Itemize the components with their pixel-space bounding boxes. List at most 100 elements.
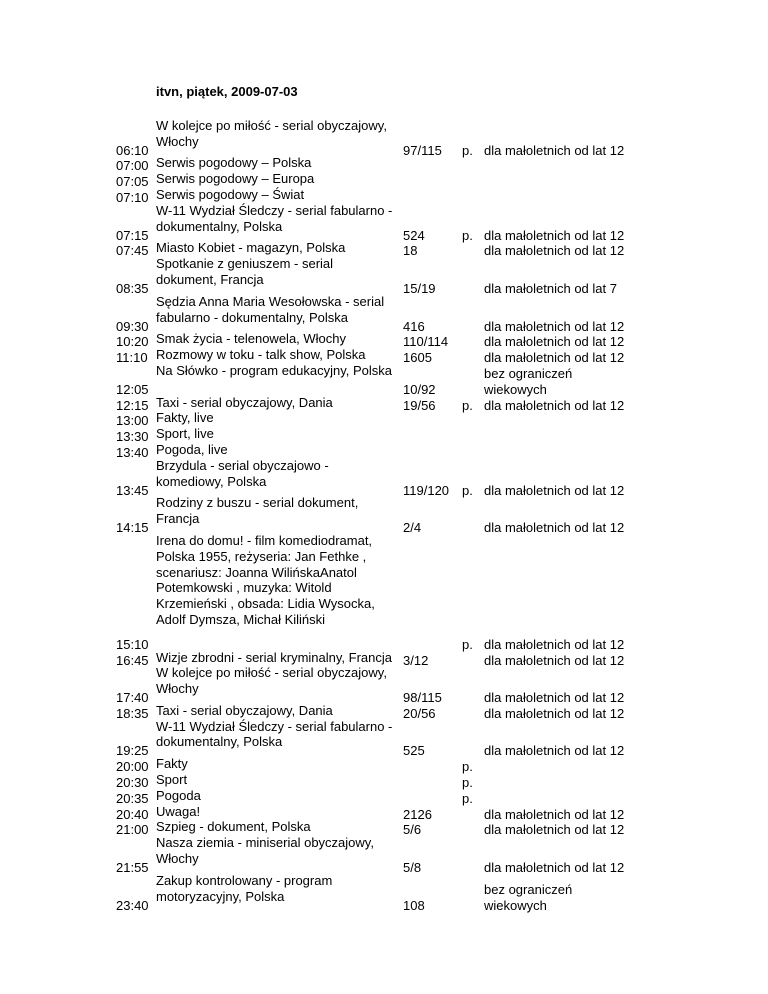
time-cell: 21:55 <box>116 835 156 876</box>
rating-label: dla małoletnich od lat 12 <box>484 705 625 721</box>
program-title-cell: Serwis pogodowy – Polska <box>156 155 312 171</box>
time-cell: 20:30 <box>116 772 156 790</box>
time-label: 10:20 <box>116 334 149 350</box>
program-title-cell: Taxi - serial obyczajowy, Dania <box>156 394 333 410</box>
time-label: 19:25 <box>116 743 149 759</box>
premiere-cell <box>462 294 484 332</box>
program-title-cell: Sport, live <box>156 426 214 442</box>
rating-label: dla małoletnich od lat 12 <box>484 690 625 706</box>
rating-cell: dla małoletnich od lat 12 <box>484 835 634 875</box>
time-cell: 07:45 <box>116 240 156 258</box>
rating-cell: dla małoletnich od lat 12 <box>484 819 634 837</box>
program-title-cell: Pogoda <box>156 787 201 803</box>
schedule-row: 19:25 W-11 Wydział Śledczy - serial fabu… <box>116 719 634 759</box>
rating-label: dla małoletnich od lat 12 <box>484 520 625 536</box>
time-label: 14:15 <box>116 520 149 536</box>
schedule-row: 15:10 Irena do domu! - film komediodrama… <box>116 532 634 652</box>
time-cell: 20:35 <box>116 788 156 806</box>
episode-cell <box>403 442 462 458</box>
episode-label: 525 <box>403 743 425 759</box>
time-cell: 07:05 <box>116 171 156 189</box>
time-cell: 13:30 <box>116 426 156 444</box>
time-label: 23:40 <box>116 897 149 913</box>
premiere-cell <box>462 171 484 187</box>
rating-label: dla małoletnich od lat 12 <box>484 243 625 259</box>
program-title-cell: Uwaga! <box>156 803 201 819</box>
episode-cell <box>403 171 462 187</box>
program-title-cell: Fakty <box>156 756 188 772</box>
episode-label: 3/12 <box>403 652 429 668</box>
time-label: 21:55 <box>116 860 149 876</box>
schedule-row: 07:00 Serwis pogodowy – Polska <box>116 155 634 173</box>
schedule-row: 20:30 Sport p. <box>116 772 634 790</box>
program-title-cell: Brzydula - serial obyczajowo - komediowy… <box>156 457 329 489</box>
rating-label: dla małoletnich od lat 12 <box>484 636 625 652</box>
time-label: 12:15 <box>116 397 149 413</box>
time-cell: 14:15 <box>116 495 156 536</box>
rating-cell <box>484 788 634 804</box>
premiere-cell <box>462 363 484 395</box>
premiere-cell: p. <box>462 458 484 498</box>
premiere-cell <box>462 256 484 294</box>
schedule-row: 10:20 Smak życia - telenowela, Włochy 11… <box>116 331 634 350</box>
program-title-cell: Wizje zbrodni - serial kryminalny, Franc… <box>156 649 392 665</box>
premiere-label: p. <box>462 227 473 243</box>
rating-cell: dla małoletnich od lat 12 <box>484 118 634 158</box>
program-title-cell: Rozmowy w toku - talk show, Polska <box>156 347 366 363</box>
rating-label: dla małoletnich od lat 7 <box>484 280 617 296</box>
time-label: 21:00 <box>116 822 149 838</box>
premiere-cell <box>462 187 484 203</box>
rating-cell: dla małoletnich od lat 12 <box>484 294 634 334</box>
rating-cell: dla małoletnich od lat 12 <box>484 203 634 243</box>
rating-label: dla małoletnich od lat 12 <box>484 806 625 822</box>
premiere-cell <box>462 719 484 757</box>
time-cell: 21:00 <box>116 819 156 838</box>
episode-cell: 19/56 <box>403 395 462 413</box>
time-label: 12:05 <box>116 381 149 397</box>
time-cell: 08:35 <box>116 256 156 296</box>
schedule-row: 06:10 W kolejce po miłość - serial obycz… <box>116 118 634 158</box>
schedule-row: 16:45 Wizje zbrodni - serial kryminalny,… <box>116 649 634 668</box>
episode-cell: 1605 <box>403 347 462 365</box>
rating-cell: bez ograniczeń wiekowych <box>484 873 634 913</box>
schedule-page: itvn, piątek, 2009-07-03 06:10 W kolejce… <box>116 84 634 913</box>
schedule-row: 20:35 Pogoda p. <box>116 787 634 806</box>
time-label: 20:35 <box>116 790 149 806</box>
rating-label: dla małoletnich od lat 12 <box>484 397 625 413</box>
schedule-row: 18:35 Taxi - serial obyczajowy, Dania 20… <box>116 703 634 721</box>
program-title-cell: Miasto Kobiet - magazyn, Polska <box>156 240 346 256</box>
rating-label: dla małoletnich od lat 12 <box>484 318 625 334</box>
time-cell: 15:10 <box>116 533 156 652</box>
episode-label: 5/8 <box>403 860 422 876</box>
rating-cell: dla małoletnich od lat 12 <box>484 703 634 721</box>
rating-label: dla małoletnich od lat 12 <box>484 142 625 158</box>
rating-label: dla małoletnich od lat 12 <box>484 227 625 243</box>
program-title-cell: W kolejce po miłość - serial obyczajowy,… <box>156 665 387 697</box>
program-title-cell: Serwis pogodowy – Świat <box>156 186 305 202</box>
program-title-cell: Irena do domu! - film komediodramat, Pol… <box>156 532 375 627</box>
rating-cell: dla małoletnich od lat 12 <box>484 665 634 706</box>
episode-cell: 18 <box>403 240 462 258</box>
episode-cell: 97/115 <box>403 118 462 158</box>
premiere-cell <box>462 665 484 703</box>
schedule-row: 12:05 Na Słówko - program edukacyjny, Po… <box>116 363 634 397</box>
episode-label: 97/115 <box>403 142 442 158</box>
episode-cell: 2126 <box>403 804 462 822</box>
time-cell: 12:15 <box>116 395 156 413</box>
schedule-table-body: 06:10 W kolejce po miłość - serial obycz… <box>116 118 634 913</box>
episode-cell: 2/4 <box>403 495 462 535</box>
rating-label: dla małoletnich od lat 12 <box>484 482 625 498</box>
premiere-cell: p. <box>462 772 484 790</box>
rating-cell: dla małoletnich od lat 12 <box>484 804 634 822</box>
rating-cell <box>484 772 634 788</box>
premiere-cell: p. <box>462 118 484 158</box>
rating-label: bez ograniczeń wiekowych <box>484 881 573 913</box>
rating-label: dla małoletnich od lat 12 <box>484 334 625 350</box>
premiere-cell <box>462 873 484 911</box>
episode-label: 2126 <box>403 806 432 822</box>
page-title: itvn, piątek, 2009-07-03 <box>156 84 298 99</box>
schedule-row: 14:15 Rodziny z buszu - serial dokument,… <box>116 495 634 536</box>
time-label: 15:10 <box>116 636 149 652</box>
time-cell: 20:00 <box>116 756 156 774</box>
schedule-row: 21:00 Szpieg - dokument, Polska 5/6 dla … <box>116 819 634 838</box>
